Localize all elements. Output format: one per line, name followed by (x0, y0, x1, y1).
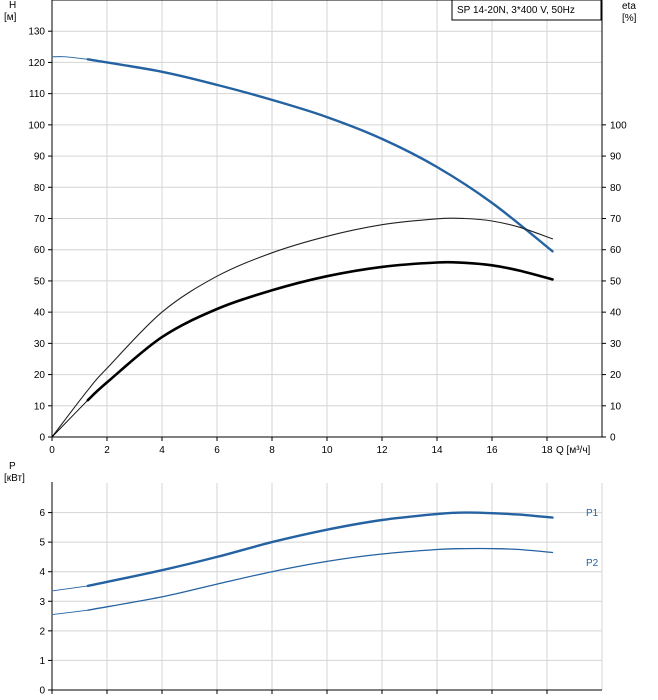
eta-tick-label: 90 (610, 152, 622, 163)
head-axis-unit: [м] (4, 12, 17, 23)
eta-tick-label: 80 (610, 183, 622, 194)
head-tick-label: 70 (34, 214, 46, 225)
flow-tick-label: 8 (269, 445, 275, 456)
eta-axis-label: eta (622, 1, 636, 12)
eta-tick-label: 10 (610, 401, 622, 412)
power-tick-label: 0 (39, 686, 45, 697)
eta-axis-ticks: 0 10 20 30 40 50 60 70 80 90 100 (602, 120, 627, 444)
head-grid (52, 0, 602, 437)
head-tick-label: 20 (34, 370, 46, 381)
eta-tick-label: 30 (610, 339, 622, 350)
eta-tick-label: 100 (610, 120, 627, 131)
series-extension-eta-thick (51, 399, 89, 438)
head-tick-label: 90 (34, 152, 46, 163)
power-tick-label: 1 (39, 656, 45, 667)
series-line-eta-thick (86, 260, 554, 402)
flow-tick-label: 2 (104, 445, 110, 456)
series-extension-head (51, 56, 89, 60)
flow-tick-label: 18 (541, 445, 553, 456)
eta-tick-label: 20 (610, 370, 622, 381)
power-tick-label: 3 (39, 597, 45, 608)
flow-tick-label: 16 (486, 445, 498, 456)
eta-tick-label: 40 (610, 308, 622, 319)
power-tick-label: 4 (39, 567, 45, 578)
chart-title: SP 14-20N, 3*400 V, 50Hz (457, 5, 575, 16)
flow-axis-label: Q [м³/ч] (556, 445, 591, 456)
head-axis-ticks: 0 10 20 30 40 50 60 70 80 90 100 110 120 130 (28, 27, 52, 444)
power-axis-unit: [кВт] (4, 473, 25, 484)
flow-tick-label: 12 (376, 445, 388, 456)
legend-p2: P2 (586, 558, 599, 569)
power-panel: 0 1 2 3 4 5 6 P [кВт] P1 P2 (4, 461, 603, 697)
eta-tick-label: 0 (610, 433, 616, 444)
head-efficiency-series (51, 56, 554, 438)
series-line-P1 (86, 511, 554, 588)
power-tick-label: 5 (39, 538, 45, 549)
eta-tick-label: 70 (610, 214, 622, 225)
power-grid (52, 483, 603, 690)
series-line-eta-thin (51, 217, 554, 438)
head-tick-label: 60 (34, 245, 46, 256)
head-axis-label: H (9, 0, 16, 11)
eta-tick-label: 60 (610, 245, 622, 256)
series-extension-P1 (51, 585, 89, 592)
head-tick-label: 130 (28, 27, 45, 38)
series-line-head (86, 58, 554, 253)
flow-tick-label: 10 (321, 445, 333, 456)
eta-tick-label: 50 (610, 276, 622, 287)
power-flow-ticks (51, 690, 548, 694)
flow-tick-label: 14 (431, 445, 443, 456)
head-tick-label: 30 (34, 339, 46, 350)
head-tick-label: 0 (39, 433, 45, 444)
head-tick-label: 80 (34, 183, 46, 194)
flow-tick-label: 0 (49, 445, 55, 456)
power-axis-ticks: 0 1 2 3 4 5 6 (39, 508, 52, 697)
legend-p1: P1 (586, 508, 599, 519)
power-axis-label: P (9, 461, 16, 472)
eta-axis-unit: [%] (622, 13, 637, 24)
series-line-P2 (87, 547, 554, 611)
head-tick-label: 110 (29, 89, 45, 100)
power-tick-label: 2 (39, 626, 45, 637)
power-tick-label: 6 (39, 508, 45, 519)
head-tick-label: 100 (28, 120, 45, 131)
head-tick-label: 40 (34, 308, 46, 319)
flow-tick-label: 4 (159, 445, 165, 456)
head-tick-label: 120 (28, 58, 45, 69)
head-tick-label: 10 (34, 401, 46, 412)
series-extension-P2 (51, 609, 89, 616)
chart-title-box (451, 0, 602, 21)
power-series (51, 511, 554, 616)
flow-axis-ticks: 0 2 4 6 8 10 12 14 16 18 (49, 437, 553, 456)
flow-tick-label: 6 (214, 445, 220, 456)
head-tick-label: 50 (34, 276, 46, 287)
